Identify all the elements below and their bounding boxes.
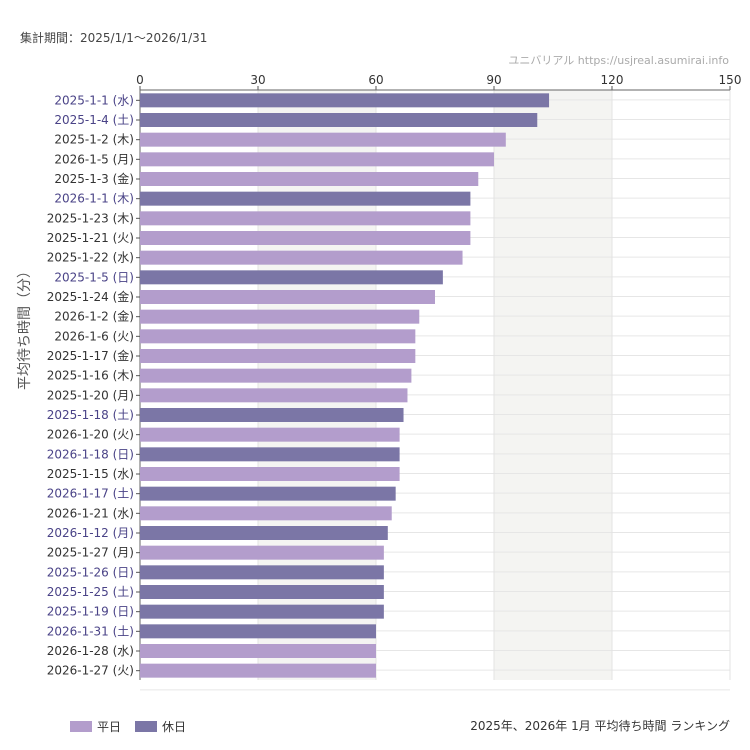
- bar: [140, 231, 471, 245]
- bar: [140, 270, 443, 285]
- y-tick-label: 2025-1-19 (日): [47, 605, 134, 619]
- grid-band: [494, 90, 612, 680]
- bar: [140, 427, 400, 442]
- bar: [140, 132, 506, 147]
- bar: [140, 624, 376, 639]
- grid-band: [258, 90, 376, 680]
- bar: [140, 565, 384, 580]
- legend-item-holiday[interactable]: 休日: [135, 718, 186, 735]
- bar: [140, 545, 384, 560]
- y-tick-label: 2025-1-25 (土): [47, 585, 134, 599]
- y-tick-label: 2025-1-15 (水): [47, 467, 134, 481]
- bar: [140, 309, 420, 324]
- y-tick-label: 2026-1-12 (月): [47, 526, 134, 540]
- legend-label: 休日: [162, 720, 187, 734]
- y-tick-label: 2026-1-6 (火): [54, 329, 134, 343]
- y-tick-label: 2026-1-17 (土): [47, 487, 134, 501]
- legend: 平日 休日: [70, 718, 186, 735]
- bar: [140, 290, 435, 304]
- bar: [140, 467, 400, 481]
- site-credit: ユニバリアル https://usjreal.asumirai.info: [508, 54, 729, 67]
- bar: [140, 486, 396, 501]
- y-tick-label: 2026-1-31 (土): [47, 624, 134, 638]
- bar: [140, 644, 376, 658]
- y-tick-label: 2025-1-24 (金): [47, 289, 134, 304]
- bar: [140, 329, 416, 344]
- x-tick-label: 0: [136, 73, 144, 87]
- y-tick-label: 2026-1-28 (水): [47, 644, 134, 658]
- legend-item-weekday[interactable]: 平日: [70, 718, 121, 735]
- y-tick-label: 2025-1-26 (日): [47, 565, 134, 579]
- bar: [140, 191, 471, 206]
- x-tick-label: 60: [368, 73, 383, 87]
- y-tick-label: 2025-1-3 (金): [54, 171, 134, 186]
- legend-swatch: [70, 721, 92, 732]
- bar: [140, 526, 388, 540]
- y-tick-label: 2026-1-21 (水): [47, 506, 134, 520]
- y-tick-label: 2026-1-5 (月): [54, 152, 134, 166]
- y-tick-label: 2025-1-1 (水): [54, 93, 134, 107]
- y-tick-label: 2025-1-18 (土): [47, 408, 134, 422]
- bar: [140, 447, 400, 462]
- bar: [140, 585, 384, 599]
- aggregation-period: 集計期間：2025/1/1〜2026/1/31: [20, 31, 208, 45]
- bar: [140, 113, 538, 127]
- x-tick-label: 90: [486, 73, 501, 87]
- legend-swatch: [135, 721, 158, 732]
- y-tick-label: 2025-1-23 (木): [47, 211, 134, 225]
- bar: [140, 368, 412, 383]
- bar: [140, 93, 550, 108]
- y-tick-label: 2026-1-2 (金): [54, 309, 134, 324]
- legend-label: 平日: [97, 720, 122, 734]
- bar: [140, 408, 404, 422]
- bar: [140, 663, 376, 678]
- y-tick-label: 2026-1-20 (火): [47, 428, 134, 442]
- bar: [140, 211, 471, 226]
- x-tick-label: 30: [250, 73, 265, 87]
- y-tick-label: 2025-1-21 (火): [47, 231, 134, 245]
- bar: [140, 388, 408, 403]
- y-tick-label: 2025-1-22 (水): [47, 251, 134, 265]
- bar: [140, 506, 392, 521]
- y-tick-label: 2025-1-4 (土): [54, 113, 134, 127]
- bar: [140, 172, 479, 186]
- y-tick-label: 2026-1-1 (木): [54, 192, 134, 206]
- y-tick-label: 2025-1-2 (木): [54, 133, 134, 147]
- chart-caption: 2025年、2026年 1月 平均待ち時間 ランキング: [470, 719, 730, 733]
- y-tick-label: 2025-1-16 (木): [47, 369, 134, 383]
- y-tick-label: 2025-1-20 (月): [47, 388, 134, 402]
- y-tick-label: 2025-1-5 (日): [54, 270, 134, 284]
- y-tick-label: 2026-1-18 (日): [47, 447, 134, 461]
- bar: [140, 349, 416, 363]
- bar: [140, 152, 494, 167]
- bar: [140, 250, 463, 265]
- bar: [140, 604, 384, 619]
- x-tick-label: 150: [719, 73, 742, 87]
- y-tick-label: 2025-1-27 (月): [47, 546, 134, 560]
- y-tick-label: 2026-1-27 (火): [47, 664, 134, 678]
- y-tick-label: 2025-1-17 (金): [47, 348, 134, 363]
- x-tick-label: 120: [601, 73, 624, 87]
